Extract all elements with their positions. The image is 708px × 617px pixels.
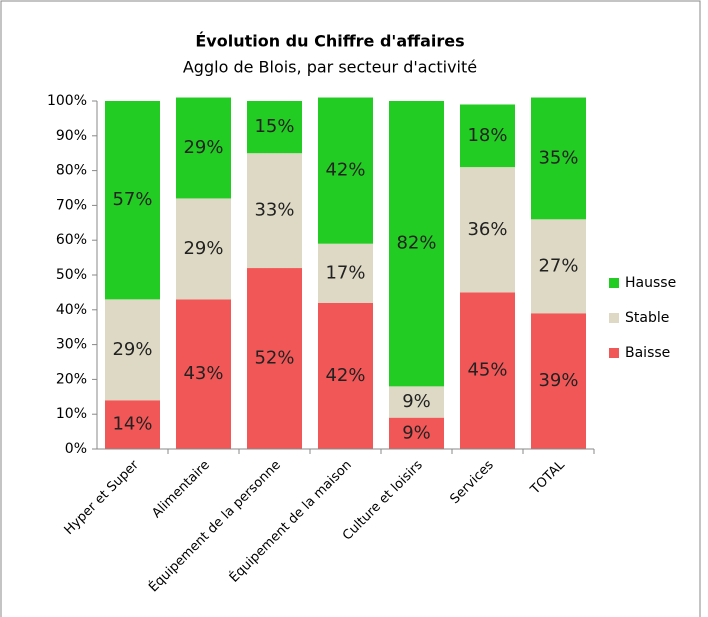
bar-segment [318,243,373,303]
bar-segment [318,97,373,244]
bar-segment [531,97,586,220]
data-label: 45% [467,360,507,381]
y-tick-label: 80% [56,163,87,179]
bar-segment [460,167,515,293]
data-label: 17% [325,262,365,283]
chart-title: Évolution du Chiffre d'affaires [195,32,464,51]
bar-segment [389,101,444,387]
data-label: 39% [538,370,578,391]
data-label: 52% [254,348,294,369]
data-label: 82% [396,233,436,254]
y-tick-label: 90% [56,128,87,144]
legend-label: Baisse [625,345,670,361]
data-label: 57% [112,189,152,210]
y-tick-label: 10% [56,406,87,422]
bar-segment [531,313,586,449]
y-tick-label: 70% [56,197,87,213]
y-tick-label: 0% [65,441,87,457]
data-label: 36% [467,219,507,240]
legend-swatch [609,348,619,358]
bar-segment [460,292,515,449]
bar-segment [176,299,231,449]
data-label: 33% [254,200,294,221]
data-label: 42% [325,365,365,386]
bar-segment [531,219,586,314]
bar-segment [318,302,373,449]
y-tick-label: 60% [56,232,87,248]
legend-swatch [609,278,619,288]
bar-segment [176,97,231,199]
bar-segment [460,104,515,168]
data-label: 27% [538,255,578,276]
y-tick-label: 40% [56,302,87,318]
data-label: 9% [402,422,431,443]
bar-segment [176,198,231,300]
bar-segment [247,101,302,154]
data-label: 9% [402,391,431,412]
y-tick-label: 20% [56,371,87,387]
bar-segment [105,299,160,401]
data-label: 35% [538,147,578,168]
data-label: 29% [112,339,152,360]
data-label: 15% [254,116,294,137]
data-label: 43% [183,363,223,384]
data-label: 14% [112,414,152,435]
y-tick-label: 50% [56,267,87,283]
bar-segment [105,101,160,300]
y-tick-label: 100% [47,93,87,109]
legend-swatch [609,313,619,323]
bar-segment [389,386,444,418]
legend-label: Hausse [625,275,676,291]
chart-subtitle: Agglo de Blois, par secteur d'activité [183,58,477,77]
bar-segment [105,400,160,449]
bar-segment [247,153,302,269]
bar-segment [247,268,302,449]
data-label: 29% [183,137,223,158]
y-tick-label: 30% [56,337,87,353]
legend-label: Stable [625,310,669,326]
data-label: 18% [467,125,507,146]
data-label: 42% [325,160,365,181]
bar-segment [389,417,444,449]
data-label: 29% [183,238,223,259]
